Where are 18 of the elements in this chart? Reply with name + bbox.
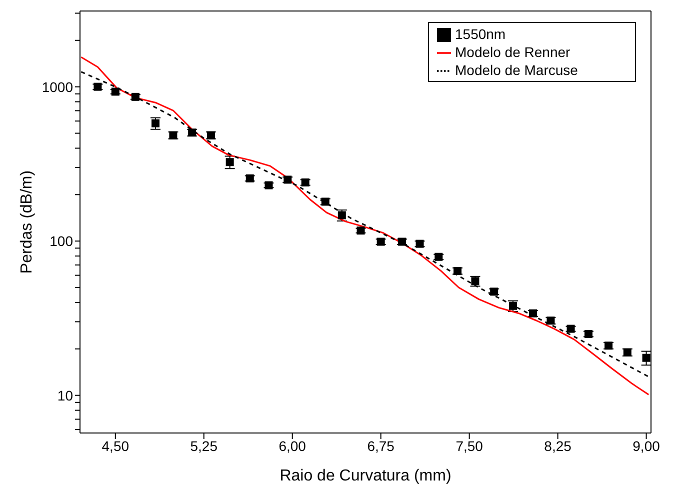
- point: [642, 354, 650, 362]
- legend-label: Modelo de Renner: [455, 44, 570, 60]
- x-tick-label: 7,50: [456, 438, 484, 454]
- y-axis-title: Perdas (dB/m): [18, 170, 36, 274]
- legend-label: Modelo de Marcuse: [455, 62, 578, 78]
- x-tick-label: 8,25: [544, 438, 572, 454]
- x-tick-label: 4,50: [102, 438, 130, 454]
- y-tick-label: 10: [57, 387, 74, 404]
- x-tick-label: 6,00: [278, 438, 306, 454]
- x-tick-label: 9,00: [632, 438, 660, 454]
- y-tick-label: 100: [50, 233, 74, 250]
- point: [226, 158, 234, 166]
- x-axis-title: Raio de Curvatura (mm): [280, 467, 452, 484]
- x-tick-label: 5,25: [190, 438, 218, 454]
- y-tick-label: 1000: [42, 78, 74, 95]
- point: [152, 119, 160, 128]
- x-tick-label: 6,75: [367, 438, 395, 454]
- legend-label: 1550nm: [455, 26, 506, 42]
